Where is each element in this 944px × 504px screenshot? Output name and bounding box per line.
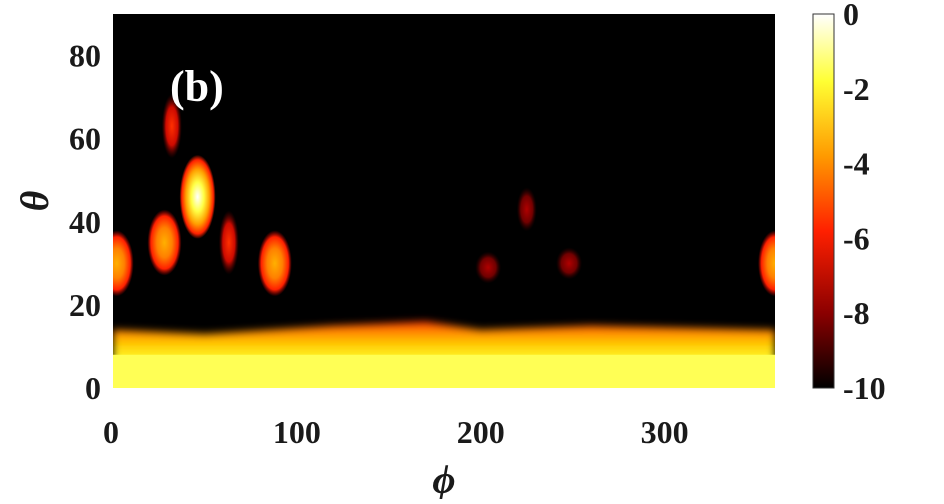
colorbar-tick-label: -10 [843, 370, 886, 406]
x-tick-label: 200 [457, 414, 505, 450]
x-axis-label: ϕ [432, 457, 455, 499]
y-tick-label: 20 [69, 287, 101, 323]
y-axis-label: θ [12, 190, 57, 211]
x-axis: 0 100 200 300 [103, 414, 689, 450]
main-lobe-core [113, 354, 775, 388]
y-tick-label: 40 [69, 204, 101, 240]
side-lobe [475, 251, 502, 284]
heatmap-field [113, 94, 775, 388]
colorbar-tick-label: -4 [843, 146, 870, 182]
y-tick-label: 60 [69, 121, 101, 157]
side-lobe [758, 230, 775, 297]
side-lobe [257, 230, 292, 297]
side-lobe [161, 94, 182, 159]
side-lobe [556, 247, 583, 280]
colorbar-tick-label: -8 [843, 295, 870, 331]
side-lobe [516, 187, 537, 232]
panel-label: (b) [170, 62, 224, 111]
colorbar-tick-label: -6 [843, 220, 870, 256]
y-axis: 0 20 40 60 80 [69, 38, 101, 406]
side-lobe [218, 210, 239, 275]
side-lobe [113, 230, 134, 297]
x-tick-label: 0 [103, 414, 119, 450]
colorbar-tick-label: -2 [843, 71, 870, 107]
colorbar [812, 13, 835, 389]
side-lobe [179, 154, 216, 239]
colorbar-tick-label: 0 [843, 0, 859, 32]
x-tick-label: 100 [273, 414, 321, 450]
y-tick-label: 0 [85, 370, 101, 406]
side-lobe [147, 209, 182, 276]
y-tick-label: 80 [69, 38, 101, 74]
colorbar-ticks: 0 -2 -4 -6 -8 -10 [843, 0, 886, 406]
x-tick-label: 300 [641, 414, 689, 450]
